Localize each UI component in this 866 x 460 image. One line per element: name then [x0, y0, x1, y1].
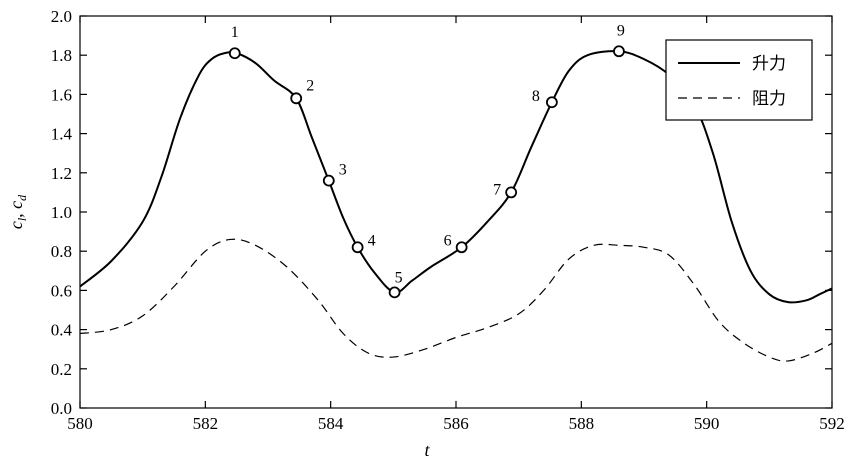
- legend-label-lift: 升力: [752, 54, 786, 74]
- marker-label: 9: [617, 22, 625, 39]
- marker-label: 3: [339, 162, 347, 179]
- x-tick-label: 586: [443, 414, 469, 433]
- y-tick-label: 1.8: [51, 46, 72, 65]
- marker-point: [228, 47, 241, 60]
- marker-point: [455, 241, 468, 254]
- y-tick-label: 0.6: [51, 281, 72, 300]
- marker-point: [613, 45, 625, 58]
- y-tick-label: 1.4: [51, 125, 73, 144]
- legend-label-drag: 阻力: [752, 89, 786, 109]
- y-tick-label: 1.6: [51, 85, 72, 104]
- x-tick-label: 584: [318, 414, 344, 433]
- y-tick-label: 0.4: [51, 321, 73, 340]
- marker-point: [351, 241, 364, 254]
- y-tick-label: 1.0: [51, 203, 72, 222]
- marker-label: 5: [395, 269, 403, 286]
- legend: 升力 阻力: [665, 39, 813, 121]
- x-tick-label: 580: [67, 414, 93, 433]
- y-tick-label: 0.8: [51, 242, 72, 261]
- axis-ticks: [79, 15, 833, 409]
- marker-label: 1: [231, 24, 239, 41]
- series-line-drag: [80, 238, 832, 362]
- axis-tick-labels: 580 582 584 586 588 590 5920.00.20.40.60.81.01…: [51, 7, 845, 433]
- marker-layer: 1 2 3 4 5 6 7 8 9: [228, 22, 625, 299]
- marker-point: [388, 286, 401, 299]
- x-tick-label: 588: [569, 414, 595, 433]
- marker-label: 2: [306, 77, 314, 94]
- marker-point: [290, 92, 303, 105]
- marker-label: 4: [368, 232, 376, 249]
- series-line-lift: [80, 50, 832, 304]
- marker-point: [322, 174, 335, 187]
- y-tick-label: 2.0: [51, 7, 72, 26]
- legend-box: [665, 39, 813, 121]
- marker-label: 8: [532, 88, 540, 105]
- y-tick-label: 1.2: [51, 164, 72, 183]
- y-tick-label: 0.2: [51, 360, 72, 379]
- marker-label: 7: [493, 181, 501, 198]
- marker-label: 6: [444, 232, 452, 249]
- x-tick-label: 592: [819, 414, 845, 433]
- x-tick-label: 590: [694, 414, 720, 433]
- x-axis-label: t: [424, 440, 430, 460]
- marker-point: [545, 96, 558, 109]
- x-tick-label: 582: [193, 414, 219, 433]
- y-tick-label: 0.0: [51, 399, 72, 418]
- series-layer: [80, 50, 832, 362]
- y-axis-label: cl, cd: [6, 194, 29, 229]
- marker-point: [505, 186, 518, 199]
